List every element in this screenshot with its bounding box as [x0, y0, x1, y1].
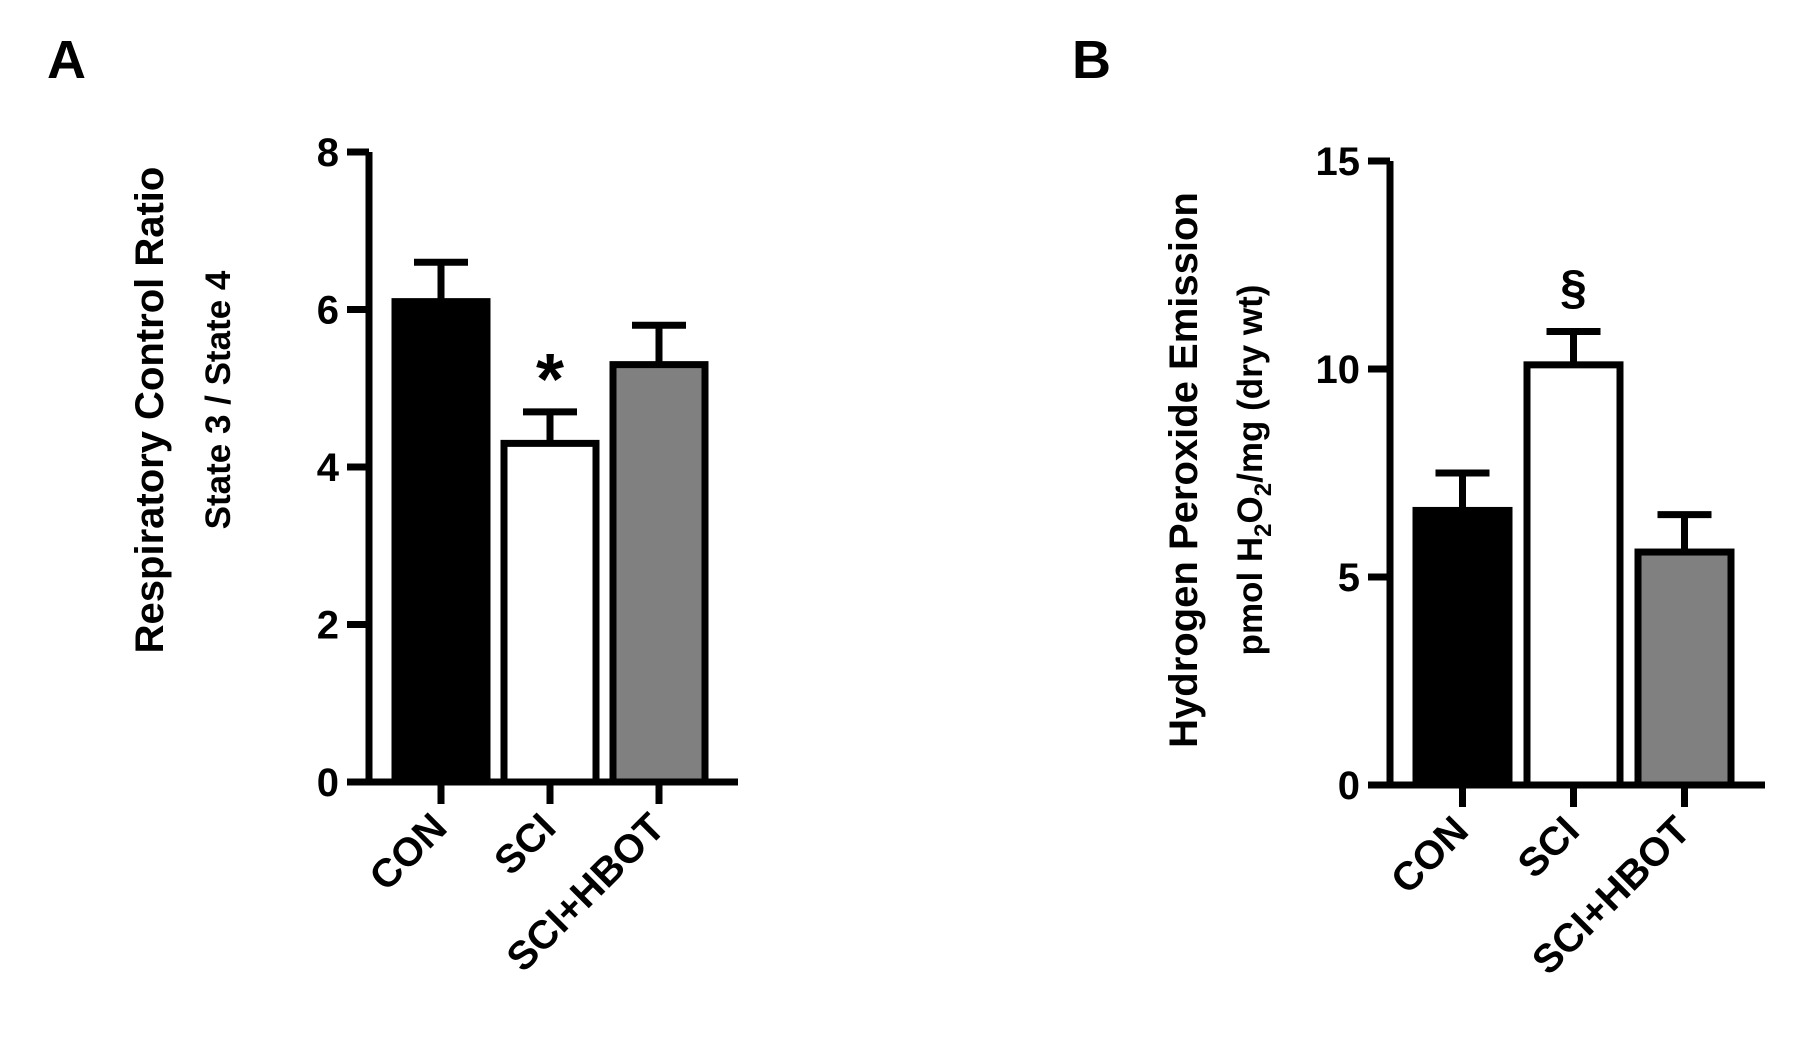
panel-b-bar-sci [1523, 361, 1624, 789]
panel-b-y-tick-label: 10 [1316, 348, 1361, 392]
panel-a-y-tick-label: 8 [317, 131, 339, 175]
panel-b: B Hydrogen Peroxide Emission pmol H2O2/m… [1072, 30, 1765, 983]
panel-b-x-tick-label: CON [1383, 808, 1477, 902]
panel-b-ylabel-sub-part-5: /mg (dry wt) [1231, 285, 1270, 483]
panel-a-ylabel-sub: State 3 / State 4 [199, 270, 238, 529]
panel-a-y-tick-label: 0 [317, 761, 339, 805]
panel-a-bar-sci-hbot [609, 361, 709, 786]
panel-a-y-tick-label: 2 [317, 604, 339, 648]
panel-a-bar-sci [500, 439, 600, 786]
panel-b-ylabel-sub-part-2: 2 [1250, 523, 1277, 536]
panel-b-ylabel: Hydrogen Peroxide Emission [1162, 192, 1206, 748]
panel-b-y-tick-label: 5 [1338, 556, 1360, 600]
panel-a-y-tick-label: 6 [317, 289, 339, 333]
panel-b-x-tick-label: SCI [1510, 808, 1588, 886]
panel-b-ylabel-sub: pmol H2O2/mg (dry wt) [1231, 285, 1277, 656]
panel-a: A Respiratory Control Ratio State 3 / St… [47, 30, 738, 980]
panel-b-ylabel-sub-part-3: O [1231, 496, 1270, 523]
panel-b-bar-con [1412, 506, 1513, 789]
panel-a-ylabel: Respiratory Control Ratio [128, 167, 172, 654]
panel-b-ylabel-sub-part-4: 2 [1250, 483, 1277, 496]
panel-b-significance-marker: § [1560, 262, 1587, 315]
panel-b-y-tick-label: 15 [1316, 140, 1361, 184]
panel-a-x-tick-label: SCI [486, 805, 564, 883]
panel-a-x-tick-label: CON [361, 805, 455, 899]
panel-b-bar-sci-hbot [1634, 548, 1735, 789]
panel-a-bar-con [391, 298, 491, 786]
panel-b-ylabel-sub-part-1: pmol H [1231, 537, 1270, 656]
panel-a-significance-marker: * [536, 340, 564, 420]
panel-b-y-tick-label: 0 [1338, 764, 1360, 808]
panel-a-letter: A [47, 30, 86, 90]
panel-a-y-tick-label: 4 [317, 446, 340, 490]
panel-b-letter: B [1072, 30, 1111, 90]
